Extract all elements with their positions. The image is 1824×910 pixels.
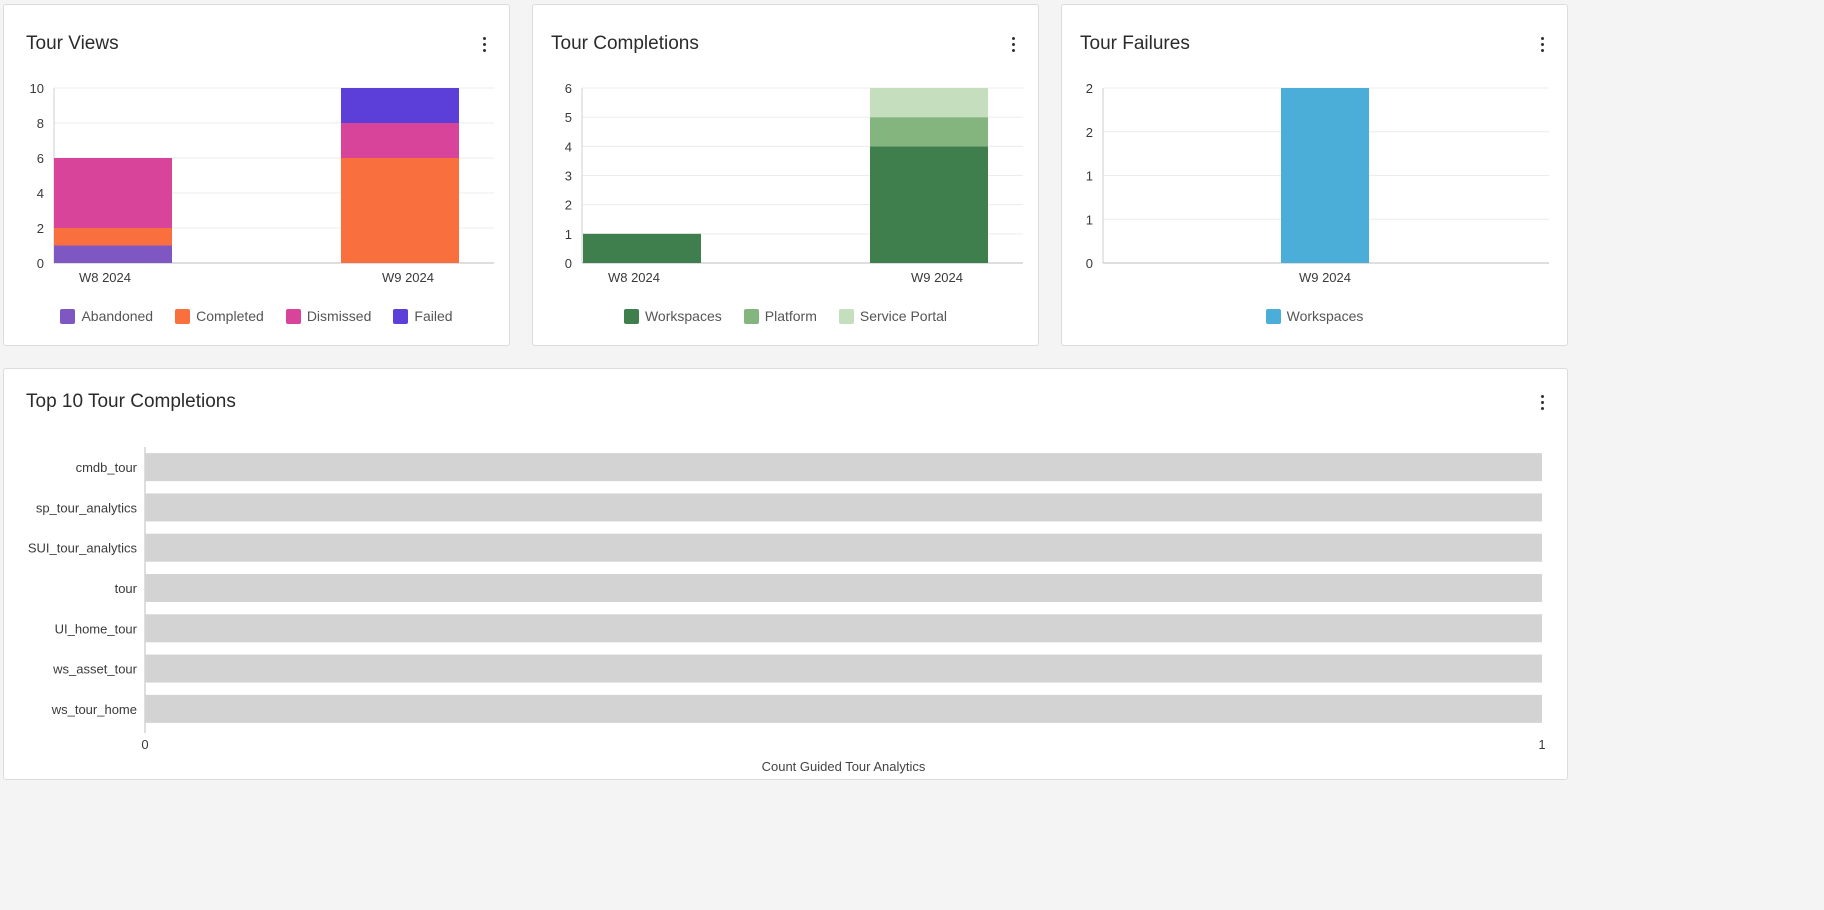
y-tick-label: 10 <box>30 81 44 96</box>
legend-label: Workspaces <box>1286 308 1364 324</box>
tour-completions-card: Tour Completions 0 1 2 3 4 5 6 W8 2024 W9 2024 W… <box>532 4 1039 346</box>
bar-dismissed-w9-2024[interactable] <box>341 123 459 158</box>
y-tick-label: 4 <box>565 139 572 154</box>
x-tick-label: W9 2024 <box>382 270 434 285</box>
y-tick-label: 8 <box>37 116 44 131</box>
y-tick-label: 3 <box>565 169 572 184</box>
x-tick-label: 1 <box>1538 737 1545 752</box>
y-tick-label: 1 <box>565 227 572 242</box>
bar-platform-w9-2024[interactable] <box>870 117 988 147</box>
legend-swatch <box>623 308 639 324</box>
legend-swatch <box>743 308 759 324</box>
legend-item-workspaces[interactable]: Workspaces <box>1265 308 1364 324</box>
y-tick-label: cmdb_tour <box>76 460 138 475</box>
bar-abandoned-w8-2024[interactable] <box>54 245 172 264</box>
legend-swatch <box>838 308 854 324</box>
legend-item-service-portal[interactable]: Service Portal <box>838 308 948 324</box>
top10-more-vertical-icon[interactable] <box>1535 391 1549 413</box>
legend-item-failed[interactable]: Failed <box>393 308 453 324</box>
x-tick-label: W9 2024 <box>911 270 963 285</box>
y-tick-label: ws_tour_home <box>51 702 137 717</box>
tour-views-legend: Abandoned Completed Dismissed Failed <box>4 308 509 324</box>
bar-ws-tour-home[interactable] <box>145 694 1542 723</box>
x-tick-label: 0 <box>141 737 148 752</box>
tour-completions-more-vertical-icon[interactable] <box>1006 33 1020 55</box>
y-tick-label: 0 <box>37 256 44 271</box>
y-tick-label: UI_home_tour <box>55 621 138 636</box>
legend-item-workspaces[interactable]: Workspaces <box>623 308 722 324</box>
legend-swatch <box>393 308 409 324</box>
tour-failures-more-vertical-icon[interactable] <box>1535 33 1549 55</box>
legend-label: Service Portal <box>859 308 948 324</box>
bar-sp-tour-analytics[interactable] <box>145 493 1542 522</box>
legend-label: Workspaces <box>644 308 722 324</box>
tour-views-card: Tour Views 0 2 4 6 8 10 W8 2024 W9 2024 Abandon… <box>3 4 510 346</box>
bar-cmdb-tour[interactable] <box>145 453 1542 482</box>
legend-label: Failed <box>414 308 453 324</box>
bar-ui-home-tour[interactable] <box>145 614 1542 643</box>
y-tick-label: 1 <box>1086 212 1093 227</box>
tour-failures-card: Tour Failures 0 1 1 2 2 W9 2024 Workspaces <box>1061 4 1568 346</box>
legend-item-dismissed[interactable]: Dismissed <box>285 308 372 324</box>
y-tick-label: 2 <box>565 198 572 213</box>
y-tick-label: 6 <box>565 81 572 96</box>
y-tick-label: 2 <box>1086 125 1093 140</box>
tour-completions-title: Tour Completions <box>551 33 699 54</box>
tour-views-chart: 0 2 4 6 8 10 W8 2024 W9 2024 <box>30 81 494 285</box>
legend-label: Abandoned <box>81 308 154 324</box>
tour-completions-chart: 0 1 2 3 4 5 6 W8 2024 W9 2024 <box>565 81 1023 285</box>
bar-workspaces-w8-2024[interactable] <box>583 233 701 263</box>
legend-label: Platform <box>764 308 817 324</box>
y-tick-label: ws_asset_tour <box>52 662 137 677</box>
y-tick-label: 1 <box>1086 169 1093 184</box>
y-tick-label: 2 <box>37 221 44 236</box>
x-axis-title: Count Guided Tour Analytics <box>762 759 926 774</box>
bar-completed-w9-2024[interactable] <box>341 158 459 263</box>
tour-failures-title: Tour Failures <box>1080 33 1190 54</box>
y-tick-label: tour <box>115 581 138 596</box>
legend-swatch <box>175 308 191 324</box>
bar-workspaces-w9-2024[interactable] <box>1281 88 1369 263</box>
x-tick-label: W8 2024 <box>79 270 131 285</box>
legend-swatch <box>285 308 301 324</box>
bar-service-portal-w9-2024[interactable] <box>870 88 988 118</box>
bar-sui-tour-analytics[interactable] <box>145 533 1542 562</box>
bar-failed-w9-2024[interactable] <box>341 88 459 123</box>
y-tick-label: 5 <box>565 110 572 125</box>
bar-completed-w8-2024[interactable] <box>54 228 172 246</box>
y-tick-label: 0 <box>565 256 572 271</box>
y-tick-label: 2 <box>1086 81 1093 96</box>
legend-swatch <box>60 308 76 324</box>
tour-views-title: Tour Views <box>26 33 119 54</box>
bar-tour[interactable] <box>145 574 1542 602</box>
top10-chart: cmdb_tour sp_tour_analytics SUI_tour_analy… <box>28 447 1546 774</box>
top10-card: Top 10 Tour Completions cmdb_tour sp_tour… <box>3 368 1568 780</box>
legend-label: Dismissed <box>306 308 372 324</box>
legend-item-completed[interactable]: Completed <box>175 308 264 324</box>
tour-failures-chart: 0 1 1 2 2 W9 2024 <box>1086 81 1549 285</box>
y-tick-label: SUI_tour_analytics <box>28 541 138 556</box>
y-tick-label: 4 <box>37 186 44 201</box>
x-tick-label: W9 2024 <box>1299 270 1351 285</box>
tour-failures-legend: Workspaces <box>1062 308 1567 324</box>
legend-item-abandoned[interactable]: Abandoned <box>60 308 153 324</box>
bar-workspaces-w9-2024[interactable] <box>870 146 988 263</box>
y-tick-label: sp_tour_analytics <box>36 500 138 515</box>
tour-completions-legend: Workspaces Platform Service Portal <box>533 308 1038 324</box>
bar-ws-asset-tour[interactable] <box>145 654 1542 683</box>
legend-label: Completed <box>196 308 264 324</box>
bar-dismissed-w8-2024[interactable] <box>54 158 172 228</box>
top10-title: Top 10 Tour Completions <box>26 391 236 412</box>
legend-item-platform[interactable]: Platform <box>743 308 817 324</box>
legend-swatch <box>1265 308 1281 324</box>
tour-views-more-vertical-icon[interactable] <box>477 33 491 55</box>
y-tick-label: 6 <box>37 151 44 166</box>
y-tick-label: 0 <box>1086 256 1093 271</box>
x-tick-label: W8 2024 <box>608 270 660 285</box>
